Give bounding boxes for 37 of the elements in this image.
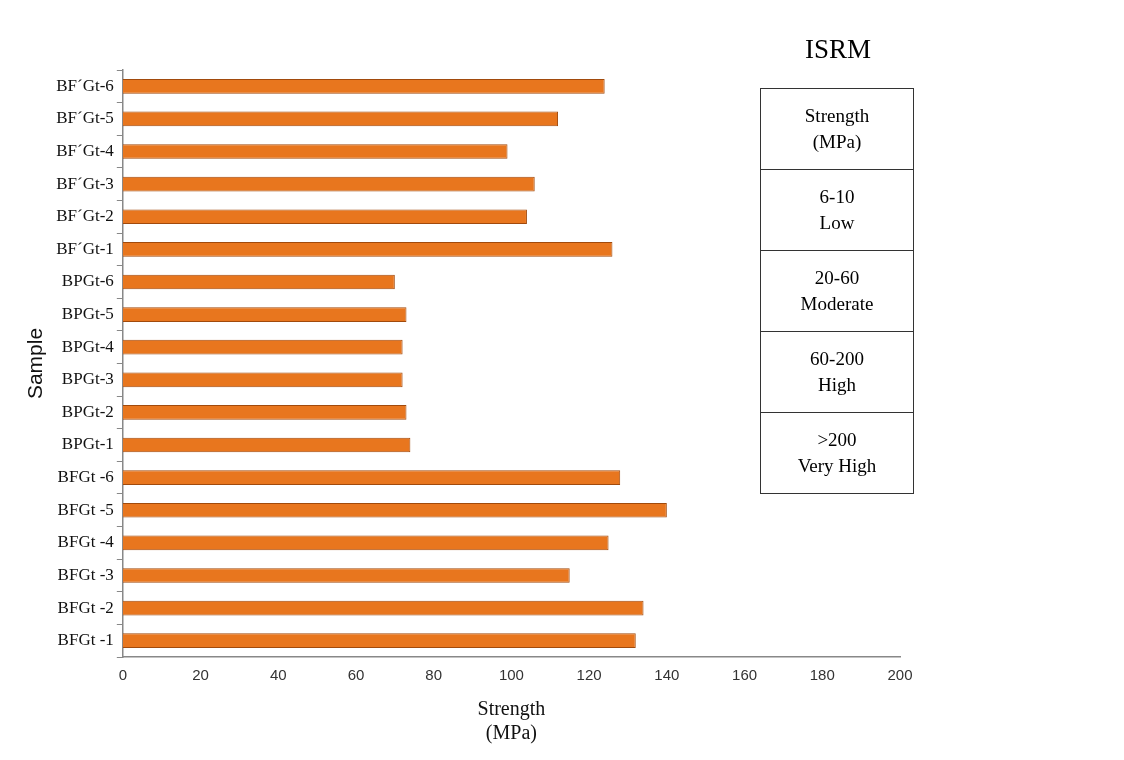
y-tick-label: BPGt-1 — [61, 434, 114, 454]
y-tick-label: BF´Gt-5 — [56, 108, 114, 128]
y-tick-label: BF´Gt-6 — [56, 75, 114, 95]
y-axis-title: Sample — [23, 327, 47, 400]
x-tick-label: 160 — [732, 666, 758, 684]
annotation: Strength (MPa) — [760, 88, 914, 170]
y-tick-label: BF´Gt-2 — [56, 206, 114, 226]
y-tick-label: BFGt -3 — [57, 564, 114, 584]
y-tick-label: BPGt-6 — [61, 271, 114, 291]
annotation: 20-60 Moderate — [760, 250, 914, 332]
annotation: 60-200 High — [760, 331, 914, 413]
y-tick-label: BF´Gt-3 — [56, 173, 114, 193]
annotation: >200 Very High — [760, 412, 914, 494]
x-tick-label: 60 — [347, 666, 365, 684]
annotation: 6-10 Low — [760, 169, 914, 251]
x-tick-label: 180 — [809, 666, 835, 684]
x-tick-label: 40 — [269, 666, 287, 684]
y-tick-label: BFGt -1 — [57, 630, 114, 650]
y-tick-label: BFGt -2 — [57, 597, 114, 617]
text: ISRM — [804, 34, 872, 65]
x-tick-label: 80 — [425, 666, 443, 684]
x-tick-label: 140 — [654, 666, 680, 684]
x-tick-label: 20 — [192, 666, 209, 684]
x-tick-label: 100 — [498, 666, 524, 684]
x-axis-title: Strength (MPa) — [477, 697, 546, 745]
y-tick-label: BFGt -5 — [57, 499, 114, 519]
y-tick-label: BPGt-2 — [61, 401, 114, 421]
y-tick-label: BPGt-3 — [61, 369, 114, 389]
x-tick-label: 200 — [887, 666, 913, 684]
y-tick-label: BFGt -6 — [57, 467, 114, 487]
y-tick-label: BF´Gt-4 — [56, 141, 115, 160]
x-tick-label: 120 — [576, 666, 602, 684]
y-tick-label: BPGt-5 — [61, 304, 114, 324]
y-tick-label: BFGt -4 — [57, 532, 115, 552]
y-tick-label: BF´Gt-1 — [56, 238, 114, 258]
y-tick-label: BPGt-4 — [61, 336, 115, 356]
x-tick-label: 0 — [118, 666, 127, 684]
